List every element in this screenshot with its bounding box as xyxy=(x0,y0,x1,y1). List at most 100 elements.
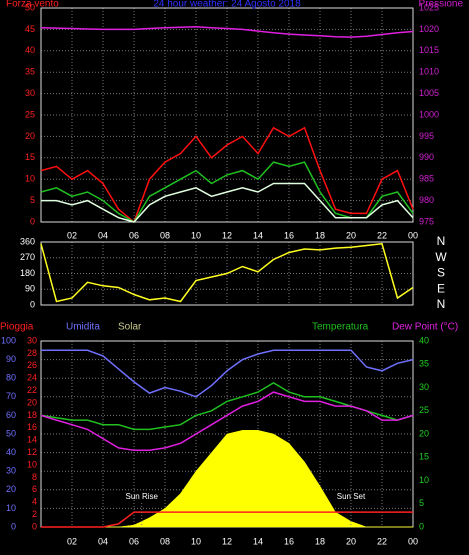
y3-tick-label: 12 xyxy=(27,447,37,457)
y-axis-title: Forza vento xyxy=(6,0,59,10)
y2-tick-label: 1025 xyxy=(419,2,439,12)
y-tick-label: 360 xyxy=(20,236,35,246)
x-tick-label: 06 xyxy=(129,230,139,240)
y2-tick-label: E xyxy=(437,281,445,295)
y2-tick-label: 1005 xyxy=(419,88,439,98)
line xyxy=(40,26,414,38)
annotation: Sun Rise xyxy=(126,492,159,501)
y2-tick-label: 10 xyxy=(419,475,429,485)
y3-tick-label: 28 xyxy=(27,348,37,358)
plot-frame xyxy=(40,7,414,223)
y-tick-label: 20 xyxy=(25,131,35,141)
y2-tick-label: 1010 xyxy=(419,67,439,77)
y-tick-label: 80 xyxy=(6,373,16,383)
y2-tick-label: 20 xyxy=(419,428,429,438)
x-tick-label: 20 xyxy=(346,230,356,240)
y3-tick-label: 18 xyxy=(27,410,37,420)
y-tick-label: 20 xyxy=(6,484,16,494)
y-tick-label: 10 xyxy=(25,174,35,184)
y3-tick-label: 4 xyxy=(32,497,37,507)
x-tick-label: 04 xyxy=(98,230,108,240)
y2-tick-label: 990 xyxy=(419,152,434,162)
y3-tick-label: 30 xyxy=(27,335,37,345)
y2-tick-label: W xyxy=(435,250,447,264)
y3-tick-label: 8 xyxy=(32,472,37,482)
y-tick-label: 50 xyxy=(6,428,16,438)
y-tick-label: 100 xyxy=(1,335,16,345)
y-tick-label: 25 xyxy=(25,109,35,119)
x-tick-label: 04 xyxy=(98,536,108,546)
legend-entry: Dew Point (°C) xyxy=(392,322,458,333)
x-tick-label: 00 xyxy=(408,230,418,240)
legend-entry: Pioggia xyxy=(0,322,34,333)
x-tick-label: 22 xyxy=(377,536,387,546)
y3-tick-label: 10 xyxy=(27,459,37,469)
line xyxy=(40,391,414,452)
y2-axis-title: Pressione xyxy=(419,0,464,10)
x-tick-label: 10 xyxy=(191,536,201,546)
y-tick-label: 35 xyxy=(25,67,35,77)
y3-tick-label: 6 xyxy=(32,484,37,494)
y-tick-label: 90 xyxy=(6,354,16,364)
y3-tick-label: 0 xyxy=(32,521,37,531)
legend-entry: Temperatura xyxy=(312,322,369,333)
y3-tick-label: 22 xyxy=(27,385,37,395)
legend-entry: Umidita xyxy=(66,322,100,333)
y2-tick-label: N xyxy=(437,297,446,311)
chart-title: 24 hour weather: 24 Agosto 2018 xyxy=(153,0,301,10)
y-tick-label: 90 xyxy=(25,284,35,294)
y-tick-label: 10 xyxy=(6,503,16,513)
x-tick-label: 06 xyxy=(129,536,139,546)
y-tick-label: 0 xyxy=(11,521,16,531)
x-tick-label: 14 xyxy=(253,536,263,546)
y2-tick-label: 35 xyxy=(419,359,429,369)
y2-tick-label: 1020 xyxy=(419,24,439,34)
y2-tick-label: N xyxy=(437,234,446,248)
y-tick-label: 180 xyxy=(20,268,35,278)
x-tick-label: 18 xyxy=(315,230,325,240)
x-tick-label: 08 xyxy=(160,536,170,546)
y2-tick-label: 5 xyxy=(419,498,424,508)
y2-tick-label: 0 xyxy=(419,521,424,531)
y3-tick-label: 2 xyxy=(32,509,37,519)
y-tick-label: 60 xyxy=(6,410,16,420)
y-tick-label: 5 xyxy=(30,195,35,205)
y3-tick-label: 20 xyxy=(27,397,37,407)
y-tick-label: 270 xyxy=(20,252,35,262)
y3-tick-label: 24 xyxy=(27,373,37,383)
x-tick-label: 10 xyxy=(191,230,201,240)
y2-tick-label: 1015 xyxy=(419,45,439,55)
y-tick-label: 0 xyxy=(30,216,35,226)
x-tick-label: 08 xyxy=(160,230,170,240)
y2-tick-label: 40 xyxy=(419,335,429,345)
x-tick-label: 14 xyxy=(253,230,263,240)
y-tick-label: 30 xyxy=(25,88,35,98)
plot-frame xyxy=(40,241,414,306)
x-tick-label: 22 xyxy=(377,230,387,240)
x-tick-label: 00 xyxy=(408,536,418,546)
y-tick-label: 40 xyxy=(6,447,16,457)
legend-entry: Solar xyxy=(118,322,142,333)
x-tick-label: 20 xyxy=(346,536,356,546)
y2-tick-label: 25 xyxy=(419,405,429,415)
y-tick-label: 50 xyxy=(25,2,35,12)
line xyxy=(40,242,414,303)
y-tick-label: 45 xyxy=(25,24,35,34)
y3-tick-label: 26 xyxy=(27,360,37,370)
x-tick-label: 12 xyxy=(222,230,232,240)
y3-tick-label: 16 xyxy=(27,422,37,432)
y-tick-label: 30 xyxy=(6,466,16,476)
annotation: Sun Set xyxy=(337,492,366,501)
y2-tick-label: 30 xyxy=(419,382,429,392)
x-tick-label: 18 xyxy=(315,536,325,546)
y-tick-label: 70 xyxy=(6,391,16,401)
y2-tick-label: S xyxy=(437,266,445,280)
y3-tick-label: 14 xyxy=(27,435,37,445)
x-tick-label: 12 xyxy=(222,536,232,546)
x-tick-label: 16 xyxy=(284,230,294,240)
x-tick-label: 02 xyxy=(67,536,77,546)
line xyxy=(41,349,414,398)
y2-tick-label: 995 xyxy=(419,131,434,141)
line xyxy=(41,182,414,223)
